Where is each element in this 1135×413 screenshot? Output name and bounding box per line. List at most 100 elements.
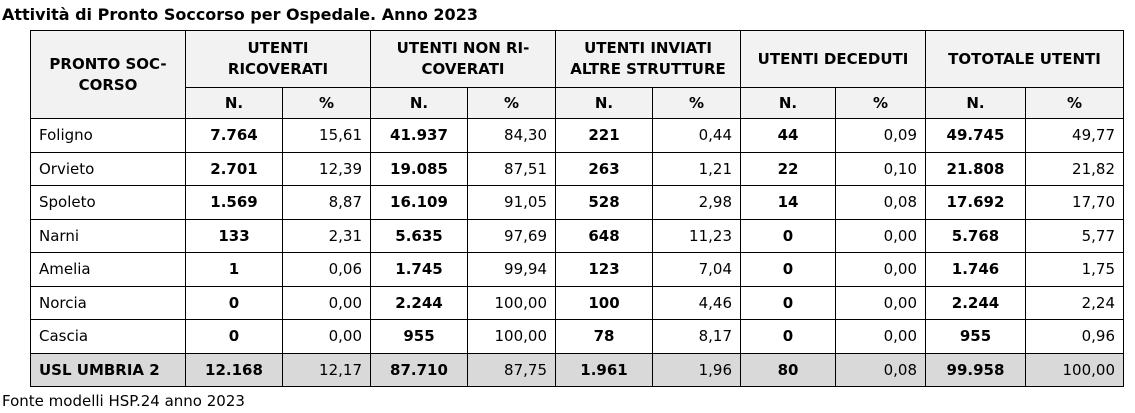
cell: 0,09 <box>835 118 926 153</box>
cell: 49,77 <box>1025 118 1124 153</box>
cell: 49.745 <box>925 118 1026 153</box>
cell: 2.701 <box>185 151 283 186</box>
cell: 21.808 <box>925 151 1026 186</box>
cell: 528 <box>555 185 653 220</box>
cell: 99,94 <box>467 252 556 287</box>
header-text: UTENTI DECEDUTI <box>757 49 909 68</box>
group-header: UTENTI NON RI-COVERATI <box>370 30 556 88</box>
header-text: TOTOTALE UTENTI <box>948 49 1101 68</box>
cell: 1,96 <box>652 352 741 387</box>
cell: 87.710 <box>370 352 468 387</box>
row-label: USL UMBRIA 2 <box>30 352 186 387</box>
header-row: PRONTO SOC-CORSO UTENTI RICOVERATI UTENTI… <box>30 30 1124 119</box>
cell: 100,00 <box>467 319 556 354</box>
cell: 0,96 <box>1025 319 1124 354</box>
data-row: Foligno 7.764 15,61 41.937 84,30 221 0,44 44 0,0… <box>30 118 1124 153</box>
cell: 22 <box>740 151 836 186</box>
cell: 100 <box>555 285 653 320</box>
sub-header: N. <box>555 87 653 119</box>
sub-header: % <box>282 87 371 119</box>
cell: 1 <box>185 252 283 287</box>
cell: 0 <box>740 285 836 320</box>
cell: 21,82 <box>1025 151 1124 186</box>
cell: 4,46 <box>652 285 741 320</box>
cell: 7,04 <box>652 252 741 287</box>
row-label: Cascia <box>30 319 186 354</box>
cell: 955 <box>925 319 1026 354</box>
cell: 78 <box>555 319 653 354</box>
header-text: UTENTI NON RI-COVERATI <box>396 39 530 78</box>
cell: 2,24 <box>1025 285 1124 320</box>
cell: 0,06 <box>282 252 371 287</box>
cell: 11,23 <box>652 218 741 253</box>
cell: 19.085 <box>370 151 468 186</box>
cell: 221 <box>555 118 653 153</box>
cell: 0,00 <box>282 285 371 320</box>
title: Attività di Pronto Soccorso per Ospedale… <box>2 5 478 24</box>
data-row: Spoleto 1.569 8,87 16.109 91,05 528 2,98 14 0,08… <box>30 185 1124 220</box>
cell: 0 <box>740 218 836 253</box>
sub-header: N. <box>925 87 1026 119</box>
corner-header: PRONTO SOC-CORSO <box>30 30 186 119</box>
header-text: UTENTI INVIATI ALTRE STRUTTURE <box>570 39 726 78</box>
table-head: PRONTO SOC-CORSO UTENTI RICOVERATI UTENTI… <box>30 30 1124 119</box>
sub-header: % <box>652 87 741 119</box>
cell: 0,08 <box>835 185 926 220</box>
group-header: UTENTI DECEDUTI <box>740 30 926 88</box>
cell: 7.764 <box>185 118 283 153</box>
cell: 87,75 <box>467 352 556 387</box>
group-header: TOTOTALE UTENTI <box>925 30 1124 88</box>
data-row: Orvieto 2.701 12,39 19.085 87,51 263 1,21 22 0,1… <box>30 151 1124 186</box>
row-label: Narni <box>30 218 186 253</box>
cell: 0,08 <box>835 352 926 387</box>
cell: 123 <box>555 252 653 287</box>
cell: 2,98 <box>652 185 741 220</box>
sub-header: N. <box>740 87 836 119</box>
cell: 12.168 <box>185 352 283 387</box>
cell: 5.635 <box>370 218 468 253</box>
cell: 84,30 <box>467 118 556 153</box>
cell: 17,70 <box>1025 185 1124 220</box>
cell: 133 <box>185 218 283 253</box>
data-row: Cascia 0 0,00 955 100,00 78 8,17 0 0,00 955 0,96 <box>30 319 1124 354</box>
cell: 15,61 <box>282 118 371 153</box>
cell: 0,00 <box>282 319 371 354</box>
cell: 17.692 <box>925 185 1026 220</box>
sub-header: % <box>1025 87 1124 119</box>
row-label: Amelia <box>30 252 186 287</box>
cell: 0,00 <box>835 252 926 287</box>
cell: 0,00 <box>835 218 926 253</box>
header-text: UTENTI RICOVERATI <box>227 39 329 78</box>
cell: 1,21 <box>652 151 741 186</box>
data-row: Narni 133 2,31 5.635 97,69 648 11,23 0 0,00 5.768… <box>30 218 1124 253</box>
cell: 648 <box>555 218 653 253</box>
cell: 16.109 <box>370 185 468 220</box>
cell: 99.958 <box>925 352 1026 387</box>
cell: 1,75 <box>1025 252 1124 287</box>
cell: 0,00 <box>835 319 926 354</box>
table: PRONTO SOC-CORSO UTENTI RICOVERATI UTENTI… <box>30 30 1124 387</box>
sub-header: % <box>835 87 926 119</box>
header-text: PRONTO SOC-CORSO <box>49 54 167 94</box>
cell: 97,69 <box>467 218 556 253</box>
cell: 12,39 <box>282 151 371 186</box>
cell: 263 <box>555 151 653 186</box>
cell: 100,00 <box>1025 352 1124 387</box>
cell: 41.937 <box>370 118 468 153</box>
subheader-row: N.% N.% N.% N.% N.% <box>31 87 1124 119</box>
cell: 2.244 <box>370 285 468 320</box>
cell: 100,00 <box>467 285 556 320</box>
cell: 0,10 <box>835 151 926 186</box>
row-label: Foligno <box>30 118 186 153</box>
row-label: Spoleto <box>30 185 186 220</box>
cell: 5,77 <box>1025 218 1124 253</box>
table-body: Foligno 7.764 15,61 41.937 84,30 221 0,44 44 0,0… <box>30 118 1124 387</box>
cell: 0 <box>185 319 283 354</box>
group-header: UTENTI RICOVERATI <box>185 30 371 88</box>
data-row: Amelia 1 0,06 1.745 99,94 123 7,04 0 0,00 1.746 1,… <box>30 252 1124 287</box>
cell: 87,51 <box>467 151 556 186</box>
sub-header: N. <box>370 87 468 119</box>
cell: 14 <box>740 185 836 220</box>
sub-header: N. <box>185 87 283 119</box>
